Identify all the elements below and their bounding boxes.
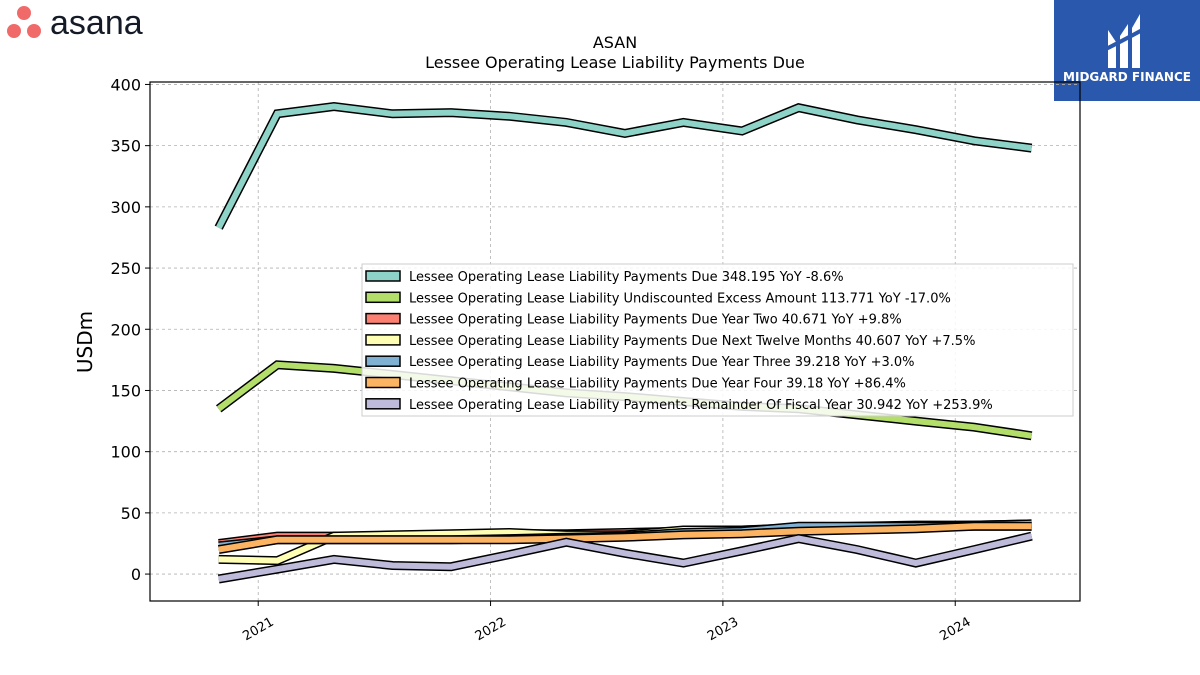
y-tick-label: 100 <box>110 443 141 462</box>
chart-subtitle: Lessee Operating Lease Liability Payment… <box>425 53 805 72</box>
legend-swatch <box>365 376 401 389</box>
y-axis-ticks: 0 50 100 150 200 250 300 350 400 <box>110 75 150 584</box>
y-tick-label: 350 <box>110 137 141 156</box>
midgard-finance-logo: MIDGARD FINANCE <box>1054 0 1200 101</box>
legend-entry: Lessee Operating Lease Liability Payment… <box>409 377 906 392</box>
midgard-finance-emblem: MIDGARD FINANCE <box>1054 0 1200 101</box>
legend-swatch <box>365 291 401 304</box>
chart-title: ASAN <box>593 33 637 52</box>
y-tick-label: 250 <box>110 259 141 278</box>
legend-swatch <box>365 334 401 346</box>
midgard-finance-text: MIDGARD FINANCE <box>1063 70 1191 84</box>
asana-logo-dot-top <box>17 6 31 20</box>
series-stroke <box>218 533 1033 582</box>
series-lines <box>214 101 1033 584</box>
y-tick-label: 200 <box>110 320 141 339</box>
x-axis-ticks: 2021 2022 2023 2024 <box>240 601 974 645</box>
legend: Lessee Operating Lease Liability Payment… <box>361 263 1074 417</box>
y-tick-label: 300 <box>110 198 141 217</box>
plot-frame <box>149 81 1081 602</box>
legend-entry: Lessee Operating Lease Liability Payment… <box>409 398 993 413</box>
legend-entry: Lessee Operating Lease Liability Payment… <box>409 355 915 370</box>
legend-entry: Lessee Operating Lease Liability Payment… <box>409 334 975 349</box>
y-axis-label: USDm <box>73 311 97 373</box>
asana-logo-dot-left <box>7 24 21 38</box>
series-stroke <box>216 103 1032 230</box>
legend-swatch <box>365 270 401 282</box>
y-tick-label: 0 <box>131 565 141 584</box>
legend-entry: Lessee Operating Lease Liability Payment… <box>409 270 844 285</box>
series-outline <box>214 101 1033 230</box>
series-line-7 <box>217 531 1033 584</box>
legend-entry: Lessee Operating Lease Liability Undisco… <box>409 291 951 306</box>
legend-swatch <box>365 312 401 325</box>
x-tick-label: 2022 <box>473 615 509 645</box>
x-tick-label: 2024 <box>937 615 973 645</box>
y-tick-label: 150 <box>110 381 141 400</box>
series-stroke <box>218 523 1032 553</box>
y-tick-label: 400 <box>110 75 141 94</box>
asana-logo-dot-right <box>27 24 41 38</box>
y-tick-label: 50 <box>121 504 141 523</box>
legend-swatch <box>365 398 401 410</box>
series-line-1 <box>214 101 1033 230</box>
x-tick-label: 2023 <box>705 615 741 645</box>
asana-logo: asana <box>7 4 143 42</box>
legend-swatch <box>365 355 401 367</box>
legend-box <box>361 263 1074 417</box>
x-tick-label: 2021 <box>240 615 276 645</box>
asana-logo-text: asana <box>50 4 143 42</box>
series-line-6 <box>217 521 1032 555</box>
legend-entry: Lessee Operating Lease Liability Payment… <box>409 313 902 328</box>
